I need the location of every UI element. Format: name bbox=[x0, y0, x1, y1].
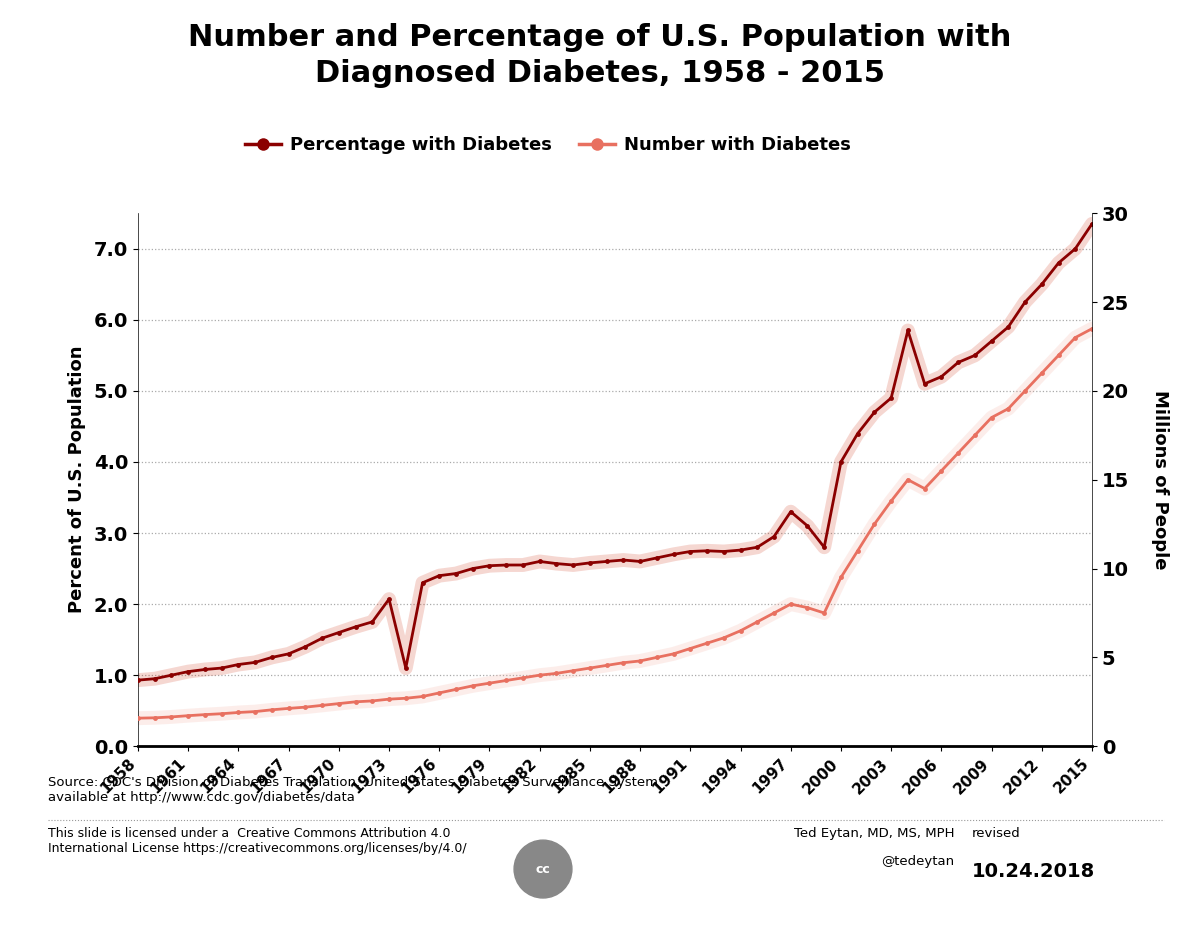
Legend: Percentage with Diabetes, Number with Diabetes: Percentage with Diabetes, Number with Di… bbox=[238, 129, 858, 161]
Y-axis label: Percent of U.S. Population: Percent of U.S. Population bbox=[67, 346, 85, 614]
Circle shape bbox=[514, 840, 572, 898]
Text: cc: cc bbox=[535, 862, 551, 876]
Y-axis label: Millions of People: Millions of People bbox=[1151, 390, 1169, 569]
Text: Ted Eytan, MD, MS, MPH: Ted Eytan, MD, MS, MPH bbox=[793, 827, 954, 840]
Text: Source: CDC's Division of Diabetes Translation. United States Diabetes Surveilla: Source: CDC's Division of Diabetes Trans… bbox=[48, 776, 658, 804]
Text: @tedeytan: @tedeytan bbox=[881, 855, 954, 868]
Text: This slide is licensed under a  Creative Commons Attribution 4.0
International L: This slide is licensed under a Creative … bbox=[48, 827, 467, 855]
Text: Number and Percentage of U.S. Population with
Diagnosed Diabetes, 1958 - 2015: Number and Percentage of U.S. Population… bbox=[188, 23, 1012, 88]
Text: revised: revised bbox=[972, 827, 1021, 840]
Text: 10.24.2018: 10.24.2018 bbox=[972, 862, 1096, 881]
